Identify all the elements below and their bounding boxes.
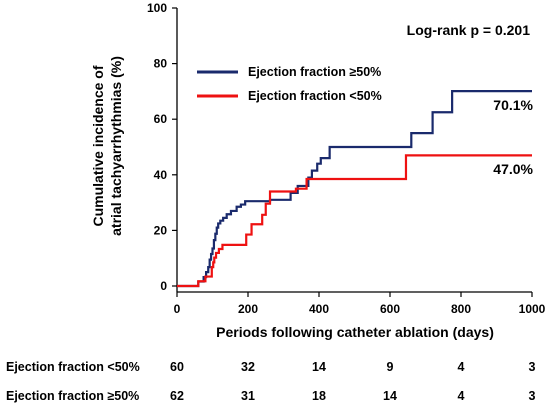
- risk-count: 4: [458, 360, 465, 374]
- y-axis-title-line-1: Cumulative incidence of: [90, 65, 106, 226]
- curve-ef-ge50: [177, 90, 532, 288]
- x-tick-label: 600: [380, 302, 400, 316]
- risk-count: 3: [529, 389, 536, 403]
- risk-row-label-ef-lt50: Ejection fraction <50%: [6, 360, 140, 374]
- x-tick-label: 800: [451, 302, 471, 316]
- risk-count: 31: [241, 389, 255, 403]
- legend-label-ef-lt50: Ejection fraction <50%: [248, 89, 382, 103]
- end-label-ef-lt50: 47.0%: [493, 161, 533, 177]
- legend-label-ef-ge50: Ejection fraction ≥50%: [248, 65, 381, 79]
- risk-count: 3: [529, 360, 536, 374]
- risk-count: 60: [170, 360, 184, 374]
- x-axis-title: Periods following catheter ablation (day…: [216, 324, 494, 340]
- y-tick-label: 40: [154, 168, 168, 182]
- legend: Ejection fraction ≥50% Ejection fraction…: [197, 65, 382, 103]
- risk-row-label-ef-ge50: Ejection fraction ≥50%: [6, 389, 139, 403]
- risk-table: Ejection fraction <50% Ejection fraction…: [6, 360, 536, 403]
- labels: Log-rank p = 0.201 Periods following cat…: [90, 22, 530, 340]
- x-tick-label: 400: [309, 302, 329, 316]
- x-tick-label: 0: [174, 302, 181, 316]
- x-tick-label: 1000: [519, 302, 546, 316]
- risk-count: 4: [458, 389, 465, 403]
- risk-count: 9: [387, 360, 394, 374]
- risk-count: 18: [312, 389, 326, 403]
- risk-count: 32: [241, 360, 255, 374]
- end-label-ef-ge50: 70.1%: [493, 97, 533, 113]
- logrank-annotation: Log-rank p = 0.201: [407, 22, 531, 38]
- y-tick-label: 60: [154, 112, 168, 126]
- curves: [177, 90, 532, 288]
- end-labels: 70.1% 47.0%: [493, 97, 533, 177]
- y-tick-label: 0: [160, 279, 167, 293]
- risk-count: 14: [383, 389, 397, 403]
- y-tick-label: 20: [154, 223, 168, 237]
- y-axis-title: Cumulative incidence of atrial tachyarrh…: [90, 56, 124, 236]
- y-tick-label: 100: [147, 1, 167, 15]
- y-tick-label: 80: [154, 57, 168, 71]
- risk-count: 14: [312, 360, 326, 374]
- risk-count: 62: [170, 389, 184, 403]
- y-axis-title-line-2: atrial tachyarrhythmias (%): [108, 56, 124, 236]
- x-tick-label: 200: [238, 302, 258, 316]
- curve-ef-lt50: [177, 154, 532, 288]
